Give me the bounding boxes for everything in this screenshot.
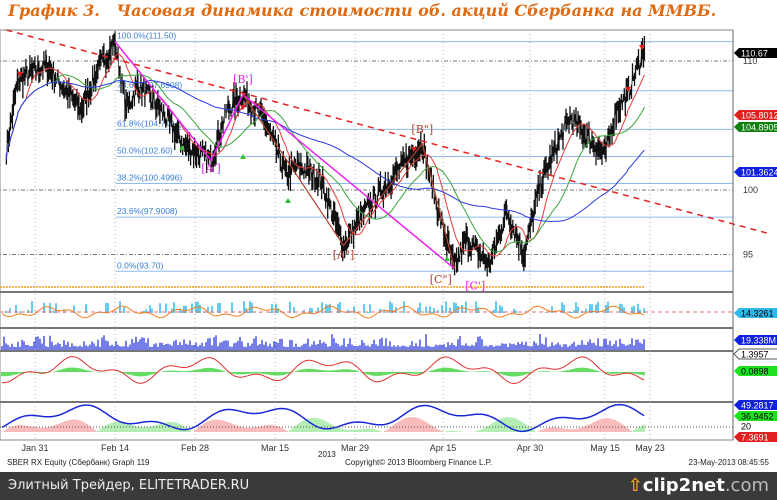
sell-signal-arrow — [411, 147, 417, 152]
x-tick-label: Feb 14 — [101, 443, 129, 453]
watermark-bar: Элитный Трейдер, ELITETRADER.RU ⇧clip2ne… — [0, 472, 777, 500]
clip2net-logo: ⇧clip2net.com — [627, 475, 769, 496]
footer-timestamp: 23-May-2013 08:45:55 — [688, 458, 770, 467]
y-tick-label: 95 — [743, 250, 753, 260]
value-tag-label: 105.8012 — [741, 111, 777, 121]
y-tick-label: 100 — [743, 185, 758, 195]
x-tick-label: May 23 — [635, 443, 665, 453]
value-tag-label: 1.3957 — [741, 350, 769, 360]
price-bars — [5, 31, 646, 277]
bloomberg-chart: Jan 31 Feb 14 Feb 28 Mar 15 Mar 29 Apr 15 Apr … — [0, 29, 777, 453]
footer-copyright: Copyright© 2013 Bloomberg Finance L.P. — [345, 458, 493, 467]
x-tick-label: Apr 15 — [430, 443, 457, 453]
value-tag-label: 20 — [741, 422, 751, 432]
dmi-blue-line — [1, 403, 645, 433]
wave-label: [A'] — [201, 162, 221, 175]
footer-instrument: SBER RX Equity (Сбербанк) Graph 119 — [7, 458, 150, 467]
fib-level-label: 61.8%(104.7004) — [117, 118, 182, 128]
wave-label: [C'] — [465, 279, 485, 292]
macd-line — [1, 356, 645, 385]
value-tag-label: 19.338M — [741, 336, 776, 346]
wave-pattern-brown — [242, 94, 456, 269]
value-tag-macd-hist — [734, 366, 777, 376]
value-tag-label: 110.67 — [741, 49, 768, 59]
value-tag-volume — [734, 335, 777, 345]
y-tick-label: 110 — [743, 56, 757, 66]
sell-signal-arrow — [639, 45, 645, 50]
value-tag-label: 7.3691 — [741, 433, 769, 443]
dmi-green-area — [97, 417, 645, 432]
value-tag-label: 49.2817 — [741, 401, 774, 411]
buy-signal-arrow — [179, 145, 185, 150]
wave-pattern-magenta — [114, 41, 456, 270]
sell-signal-arrow — [240, 105, 246, 110]
wave-label: [B'] — [233, 73, 253, 86]
x-tick-label: Mar 29 — [341, 443, 369, 453]
volume-bars — [1, 334, 645, 350]
chart-title: График 3. Часовая динамика стоимости об.… — [8, 1, 717, 20]
value-tag-price — [734, 48, 777, 58]
value-tag-ma-green — [734, 122, 777, 132]
x-tick-label: Mar 15 — [261, 443, 289, 453]
value-tag-label: 101.3624 — [741, 168, 777, 178]
buy-signal-arrow — [444, 256, 450, 261]
x-year-label: 2013 — [318, 450, 336, 459]
wave-label: [A"] — [333, 248, 355, 261]
sell-signal-arrow — [625, 87, 631, 92]
value-tag-label: 36.9452 — [741, 412, 774, 422]
wave-label: [C"] — [430, 273, 452, 286]
buy-signal-arrow — [285, 198, 291, 203]
value-tag-ma-red — [734, 110, 777, 120]
x-tick-label: Jan 31 — [21, 443, 48, 453]
x-tick-label: May 15 — [590, 443, 620, 453]
value-tag-label: 0.0898 — [741, 367, 769, 377]
buy-signal-arrow — [240, 154, 246, 159]
value-tag-dmi-blue — [734, 400, 777, 410]
fib-level-label: 23.6%(97.9008) — [117, 206, 178, 216]
value-tag-macd-signal — [733, 348, 777, 360]
x-tick-label: Apr 30 — [517, 443, 544, 453]
value-tag-osc — [734, 308, 777, 318]
value-tag-label: 14.3261 — [741, 309, 774, 319]
value-tag-dmi-green — [734, 411, 777, 421]
plot-frame — [0, 29, 734, 441]
fib-level-label: 38.2%(100.4996) — [117, 173, 182, 183]
fib-level-label: 50.0%(102.60) — [117, 145, 173, 155]
fib-level-label: 100.0%(111.50) — [117, 31, 176, 41]
watermark-text: Элитный Трейдер, ELITETRADER.RU — [8, 478, 250, 493]
ma-red-line — [5, 52, 645, 257]
oscillator-bars — [5, 301, 645, 313]
fib-level-label: 0.0%(93.70) — [117, 260, 163, 270]
upload-arrow-icon: ⇧ — [627, 475, 643, 496]
sell-signal-arrow — [17, 72, 23, 77]
ma-blue-line — [5, 79, 645, 223]
wave-label: [B"] — [411, 123, 433, 136]
value-tag-label: 104.8905 — [741, 123, 777, 133]
price-line — [6, 34, 645, 269]
value-tag-dmi-red — [734, 432, 777, 442]
dmi-red-area — [2, 417, 632, 432]
x-tick-label: Feb 28 — [181, 443, 209, 453]
macd-histogram — [1, 367, 645, 377]
value-tag-ma-blue — [734, 167, 777, 177]
